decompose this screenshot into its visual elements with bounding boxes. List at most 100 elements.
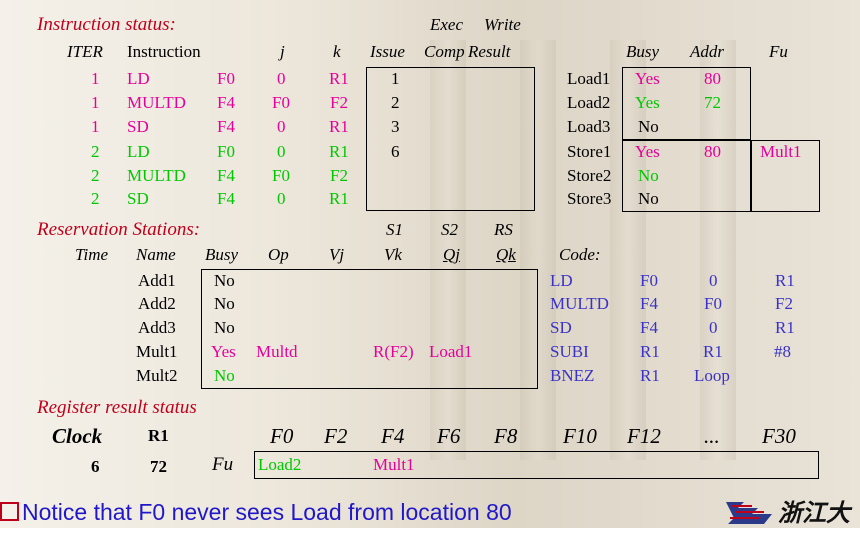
op-cell: MULTD <box>127 93 186 112</box>
header-s1: S1 <box>386 220 403 239</box>
op-cell: LD <box>127 69 150 88</box>
header-result: Result <box>468 42 511 61</box>
buffer-name: Store3 <box>567 189 612 208</box>
buffer-busy: Yes <box>635 142 660 161</box>
code-arg2: R1 <box>703 342 723 361</box>
header-vj: Vj <box>329 245 345 264</box>
header-s2: S2 <box>441 220 458 239</box>
code-arg2: 0 <box>709 271 718 290</box>
k-cell: F2 <box>330 166 348 185</box>
code-arg3: R1 <box>775 318 795 337</box>
header-busy: Busy <box>626 42 660 61</box>
store-divider <box>750 140 752 212</box>
code-arg2: F0 <box>704 294 722 313</box>
reg-f12: F12 <box>627 424 661 448</box>
header-k: k <box>333 42 341 61</box>
buffer-busy: No <box>638 117 659 136</box>
j-cell: F0 <box>272 166 290 185</box>
header-name: Name <box>136 245 176 264</box>
op-cell: SD <box>127 189 149 208</box>
background-column <box>520 40 556 460</box>
background-column <box>700 40 736 460</box>
header-qj: Qj <box>443 245 460 264</box>
buffer-name: Store2 <box>567 166 612 185</box>
university-emblem-icon <box>726 502 772 524</box>
j-cell: 0 <box>277 69 286 88</box>
buffer-addr: 80 <box>704 142 721 161</box>
reg-f10: F10 <box>563 424 597 448</box>
code-arg3: R1 <box>775 271 795 290</box>
station-busy: Yes <box>211 342 236 361</box>
university-logo: 浙江大 <box>724 498 860 528</box>
load-buffer-box <box>622 67 751 140</box>
issue-cell: 3 <box>391 117 400 136</box>
reg-ellipsis: ... <box>704 424 720 448</box>
iter-cell: 1 <box>91 117 100 136</box>
j-cell: 0 <box>277 142 286 161</box>
header-op: Op <box>268 245 289 264</box>
reg-f6: F6 <box>437 424 461 448</box>
station-busy: No <box>214 294 235 313</box>
station-name: Add1 <box>138 271 176 290</box>
buffer-addr: 80 <box>704 69 721 88</box>
issue-cell: 6 <box>391 142 400 161</box>
clock-label: Clock <box>52 424 103 448</box>
j-cell: 0 <box>277 117 286 136</box>
issue-cell: 2 <box>391 93 400 112</box>
iter-cell: 1 <box>91 93 100 112</box>
logo-text: 浙江大 <box>778 498 850 527</box>
reg-f2: F2 <box>324 424 348 448</box>
k-cell: R1 <box>329 189 349 208</box>
fu-f4: Mult1 <box>373 455 415 474</box>
r1-value: 72 <box>150 457 167 476</box>
code-op: LD <box>550 271 573 290</box>
reg-f30: F30 <box>762 424 796 448</box>
code-arg1: R1 <box>640 342 660 361</box>
k-cell: F2 <box>330 93 348 112</box>
dest-cell: F0 <box>217 142 235 161</box>
reg-f0: F0 <box>270 424 294 448</box>
fu-label: Fu <box>212 454 234 475</box>
issue-cell: 1 <box>391 69 400 88</box>
j-cell: 0 <box>277 189 286 208</box>
code-arg1: F4 <box>640 318 658 337</box>
station-op: Multd <box>256 342 298 361</box>
iter-cell: 2 <box>91 189 100 208</box>
buffer-busy: Yes <box>635 93 660 112</box>
dest-cell: F4 <box>217 93 235 112</box>
dest-cell: F4 <box>217 189 235 208</box>
dest-cell: F4 <box>217 166 235 185</box>
header-write: Write <box>484 15 521 34</box>
iter-cell: 2 <box>91 166 100 185</box>
note-label: Notice that F0 never sees Load from loca… <box>22 499 512 525</box>
store-buffer-box <box>622 140 820 212</box>
clock-value: 6 <box>91 457 100 476</box>
buffer-name: Store1 <box>567 142 612 161</box>
buffer-name: Load2 <box>567 93 611 112</box>
reg-f4: F4 <box>381 424 405 448</box>
code-arg1: F0 <box>640 271 658 290</box>
iter-cell: 2 <box>91 142 100 161</box>
op-cell: MULTD <box>127 166 186 185</box>
header-rs-busy: Busy <box>205 245 239 264</box>
register-status-box <box>254 451 819 479</box>
instruction-status-title: Instruction status: <box>37 14 176 35</box>
header-time: Time <box>75 245 109 264</box>
background-column <box>430 40 466 460</box>
header-j: j <box>280 42 285 61</box>
note-text: Notice that F0 never sees Load from loca… <box>0 496 512 528</box>
buffer-name: Load3 <box>567 117 611 136</box>
station-name: Add2 <box>138 294 176 313</box>
header-vk: Vk <box>384 245 402 264</box>
code-arg2: 0 <box>709 318 718 337</box>
code-arg1: R1 <box>640 366 660 385</box>
reservation-stations-title: Reservation Stations: <box>37 219 201 240</box>
header-rs: RS <box>494 220 513 239</box>
code-op: MULTD <box>550 294 609 313</box>
code-arg3: F2 <box>775 294 793 313</box>
op-cell: LD <box>127 142 150 161</box>
iter-cell: 1 <box>91 69 100 88</box>
code-op: BNEZ <box>550 366 595 385</box>
header-comp: Comp <box>424 42 465 61</box>
